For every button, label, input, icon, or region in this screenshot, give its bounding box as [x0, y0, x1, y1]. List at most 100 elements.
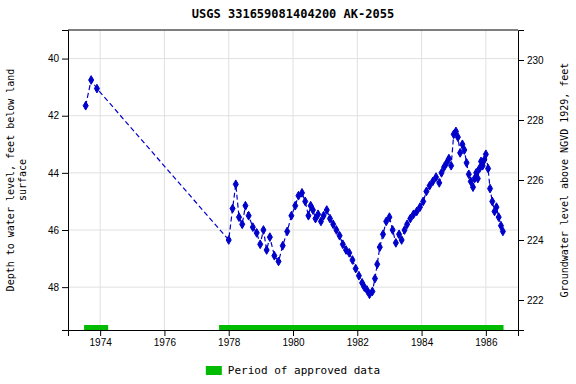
point: [230, 204, 235, 213]
grid-line-y: [68, 58, 518, 59]
series-line: [86, 80, 503, 294]
grid-line-x: [164, 30, 165, 330]
tick: 44: [48, 168, 68, 179]
tick-label: 228: [527, 115, 544, 126]
grid-line-y: [68, 115, 518, 116]
point: [370, 287, 375, 296]
tick-mark: [357, 330, 358, 336]
point: [267, 233, 272, 242]
grid: [68, 30, 518, 330]
legend: Period of approved data: [206, 364, 380, 377]
point: [272, 251, 277, 260]
point: [455, 133, 460, 142]
y2-axis-label: Groundwater level above NGVD 1929, feet: [559, 63, 570, 298]
tick-label: 1980: [282, 337, 305, 348]
point: [261, 226, 266, 235]
tick-mark: [518, 180, 524, 181]
tick-mark: [62, 230, 68, 231]
grid-line-x: [100, 30, 101, 330]
point: [353, 264, 358, 273]
tick-label: 1984: [411, 337, 434, 348]
point: [483, 150, 488, 159]
tick-mark: [164, 330, 165, 336]
grid-line-y: [68, 287, 518, 288]
point: [226, 236, 231, 245]
tick: 1982: [347, 330, 370, 348]
tick: 224: [518, 235, 544, 246]
grid-line-y: [68, 230, 518, 231]
y-axis-label-line: surface: [17, 159, 28, 201]
tick: 226: [518, 175, 544, 186]
point: [350, 256, 355, 265]
legend-item: Period of approved data: [206, 364, 380, 377]
tick-label: 40: [48, 53, 60, 64]
point: [299, 188, 304, 197]
tick-label: 230: [527, 55, 544, 66]
tick-label: 1974: [90, 337, 113, 348]
point: [462, 146, 467, 155]
point: [89, 76, 94, 85]
grid-line-y: [68, 172, 518, 173]
title: USGS 331659081404200 AK-2055: [192, 7, 394, 21]
tick: 42: [48, 110, 68, 121]
tick-mark: [293, 330, 294, 336]
point: [475, 174, 480, 183]
point: [83, 101, 88, 110]
tick: 228: [518, 115, 544, 126]
tick-mark: [62, 59, 68, 60]
tick-mark: [518, 60, 524, 61]
point: [306, 211, 311, 220]
tick-mark: [62, 116, 68, 117]
tick: 1980: [282, 330, 305, 348]
tick-mark: [62, 173, 68, 174]
point: [399, 236, 404, 245]
point: [496, 213, 501, 222]
grid-line-x: [293, 30, 294, 330]
axis-x: 1974 1976 1978 1980 1982 1984 1986: [69, 330, 519, 348]
tick-mark: [518, 300, 524, 301]
point: [337, 231, 342, 240]
point: [250, 223, 255, 232]
point: [233, 180, 238, 189]
point: [236, 213, 241, 222]
tick-label: 1978: [218, 337, 241, 348]
tick-label: 46: [48, 225, 60, 236]
point: [316, 210, 321, 219]
axis-line: [519, 31, 525, 331]
tick: 1986: [475, 330, 498, 348]
tick: 1984: [411, 330, 434, 348]
grid-line-x: [228, 30, 229, 330]
chart: 1974197619781980198219841986404244464823…: [0, 0, 576, 384]
axis-y2: 230 228 226 224 222: [518, 31, 544, 331]
point: [258, 240, 263, 249]
point: [500, 227, 505, 236]
tick-mark: [422, 330, 423, 336]
axis-line: [62, 31, 69, 331]
point: [254, 228, 259, 237]
approved-periods: [84, 325, 503, 330]
point: [303, 197, 308, 206]
tick: 40: [48, 53, 68, 64]
point: [289, 211, 294, 220]
point: [390, 226, 395, 235]
tick-label: 224: [527, 235, 544, 246]
point: [464, 158, 469, 167]
point: [246, 211, 251, 220]
tick-label: 226: [527, 175, 544, 186]
approved-bar: [84, 325, 108, 330]
point: [285, 227, 290, 236]
tick: 1974: [90, 330, 113, 348]
point: [356, 271, 361, 280]
point: [243, 201, 248, 210]
tick-mark: [62, 287, 68, 288]
grid-line-x: [485, 30, 486, 330]
legend-swatch: [206, 366, 222, 375]
point: [377, 243, 382, 252]
y-axis-label-line: Depth to water level, feet below land: [5, 69, 16, 292]
point: [421, 197, 426, 206]
tick: 222: [518, 295, 544, 306]
point: [387, 213, 392, 222]
point: [470, 183, 475, 192]
tick-mark: [100, 330, 101, 336]
tick: 1976: [154, 330, 177, 348]
